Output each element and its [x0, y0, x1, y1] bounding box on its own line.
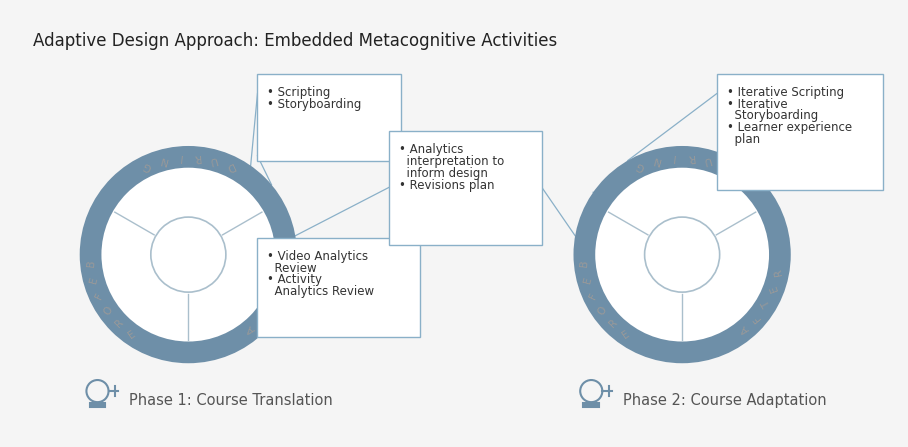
FancyBboxPatch shape: [258, 74, 400, 161]
Text: U: U: [703, 154, 713, 166]
Text: G: G: [635, 160, 646, 172]
Text: R: R: [686, 152, 695, 163]
Text: A: A: [739, 323, 751, 336]
Text: O: O: [102, 304, 114, 317]
Text: Adaptive Design Approach: Embedded Metacognitive Activities: Adaptive Design Approach: Embedded Metac…: [34, 32, 558, 51]
Text: T: T: [761, 298, 773, 309]
Text: N: N: [158, 154, 168, 166]
Text: • Activity: • Activity: [267, 274, 322, 287]
Text: • Scripting: • Scripting: [267, 86, 331, 99]
Circle shape: [645, 217, 720, 292]
Text: • Analytics: • Analytics: [399, 143, 463, 156]
Text: • Learner experience: • Learner experience: [726, 121, 852, 134]
Text: D: D: [224, 160, 235, 172]
Text: R: R: [192, 152, 201, 163]
Circle shape: [596, 168, 769, 342]
Text: E: E: [127, 329, 138, 341]
Text: D: D: [717, 160, 729, 172]
Text: R: R: [773, 267, 784, 276]
Text: B: B: [579, 259, 590, 267]
Text: Analytics Review: Analytics Review: [267, 285, 374, 298]
Text: inform design: inform design: [399, 167, 488, 180]
Text: E: E: [274, 283, 286, 293]
Text: U: U: [209, 154, 219, 166]
Circle shape: [80, 146, 297, 363]
Text: • Iterative Scripting: • Iterative Scripting: [726, 86, 844, 99]
Text: • Revisions plan: • Revisions plan: [399, 178, 494, 192]
Text: • Iterative: • Iterative: [726, 97, 787, 110]
Text: G: G: [142, 160, 153, 172]
Text: • Storyboarding: • Storyboarding: [267, 97, 361, 110]
Text: I: I: [672, 152, 676, 162]
Text: • Video Analytics: • Video Analytics: [267, 250, 369, 263]
Text: Review: Review: [267, 261, 317, 274]
Text: E: E: [620, 329, 632, 341]
Circle shape: [574, 146, 791, 363]
FancyBboxPatch shape: [258, 238, 420, 337]
FancyBboxPatch shape: [389, 131, 542, 245]
Text: E: E: [768, 283, 780, 293]
Circle shape: [102, 168, 275, 342]
Text: T: T: [267, 298, 279, 309]
Text: F: F: [94, 291, 105, 301]
Text: A: A: [245, 323, 257, 336]
Text: Phase 1: Course Translation: Phase 1: Course Translation: [129, 393, 333, 408]
Text: B: B: [85, 259, 96, 267]
Text: R: R: [279, 267, 291, 276]
Text: E: E: [582, 275, 593, 284]
Text: E: E: [88, 275, 100, 284]
Text: F: F: [751, 312, 763, 323]
Text: R: R: [114, 318, 125, 330]
FancyBboxPatch shape: [716, 74, 883, 190]
Text: interpretation to: interpretation to: [399, 155, 504, 168]
Text: I: I: [178, 152, 182, 162]
Text: R: R: [607, 318, 619, 330]
Text: Storyboarding: Storyboarding: [726, 110, 818, 122]
Text: Phase 2: Course Adaptation: Phase 2: Course Adaptation: [623, 393, 826, 408]
Text: plan: plan: [726, 133, 760, 146]
Text: N: N: [652, 154, 662, 166]
Circle shape: [151, 217, 226, 292]
Text: O: O: [596, 304, 608, 317]
Text: F: F: [258, 312, 269, 323]
Text: F: F: [587, 291, 599, 301]
